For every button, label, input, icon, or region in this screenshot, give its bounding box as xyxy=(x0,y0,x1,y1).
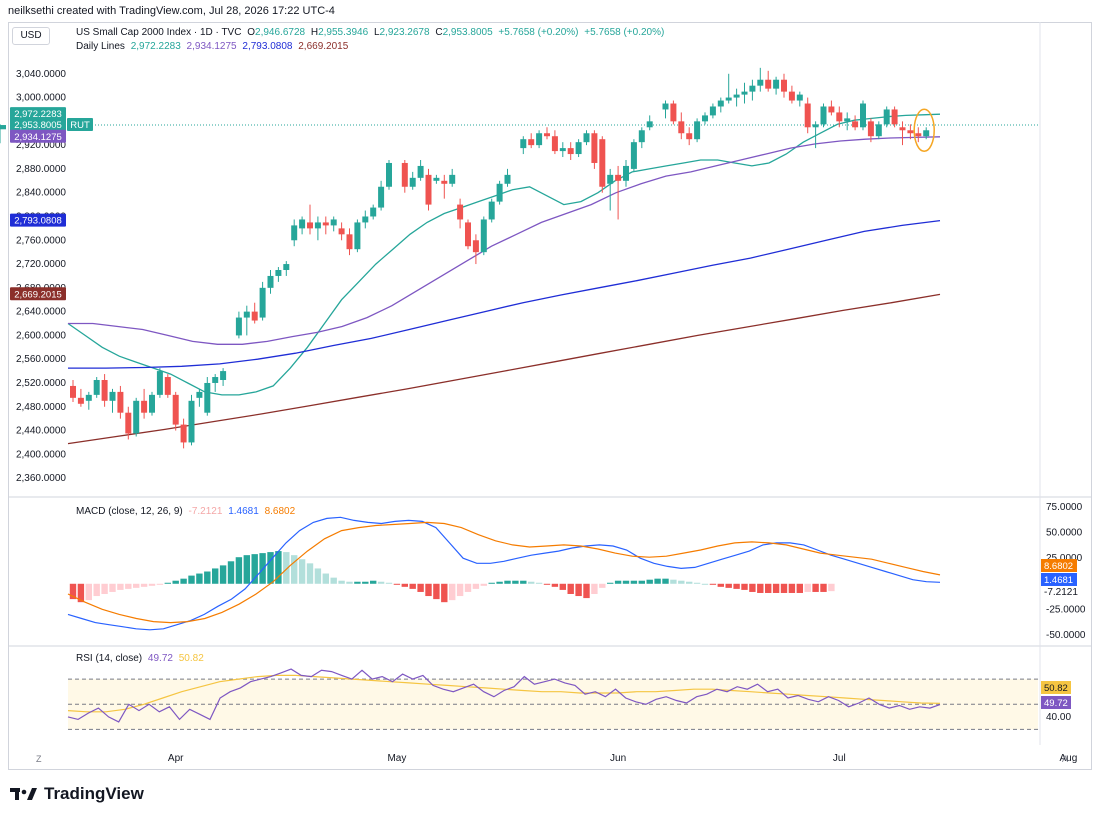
high-label: H xyxy=(310,27,319,38)
nav-left-button[interactable]: Z xyxy=(36,754,42,764)
candle xyxy=(0,125,6,130)
daily-lines-legend[interactable]: Daily Lines 2,972.2283 2,934.1275 2,793.… xyxy=(76,41,351,52)
open-value: 2,946.6728 xyxy=(255,27,306,38)
nav-right-button[interactable]: A xyxy=(1062,754,1069,764)
ma200-value: 2,669.2015 xyxy=(298,41,349,52)
change-value-2: +5.7658 (+0.20%) xyxy=(584,27,665,38)
macd-legend[interactable]: MACD (close, 12, 26, 9) -7.2121 1.4681 8… xyxy=(76,506,298,517)
tradingview-footer: TradingView xyxy=(10,784,144,804)
macd-hist-value: -7.2121 xyxy=(188,506,223,517)
change-value-1: +5.7658 (+0.20%) xyxy=(498,27,579,38)
symbol-title[interactable]: US Small Cap 2000 Index · 1D · TVC xyxy=(76,27,242,38)
low-value: 2,923.2678 xyxy=(379,27,430,38)
rsi-value: 49.72 xyxy=(147,653,173,664)
rsi-title: RSI (14, close) xyxy=(76,653,143,664)
macd-title: MACD (close, 12, 26, 9) xyxy=(76,506,183,517)
rsi-legend[interactable]: RSI (14, close) 49.72 50.82 xyxy=(76,653,207,664)
macd-line-value: 1.4681 xyxy=(228,506,259,517)
high-value: 2,955.3946 xyxy=(318,27,369,38)
macd-signal-value: 8.6802 xyxy=(264,506,296,517)
currency-button[interactable]: USD xyxy=(12,27,50,45)
attribution: neilksethi created with TradingView.com,… xyxy=(8,5,335,17)
ma20-value: 2,972.2283 xyxy=(130,41,181,52)
tradingview-logo-icon xyxy=(10,788,37,800)
close-value: 2,953.8005 xyxy=(442,27,493,38)
close-label: C xyxy=(435,27,443,38)
open-label: O xyxy=(247,27,256,38)
brand-name: TradingView xyxy=(44,784,144,803)
daily-lines-label: Daily Lines xyxy=(76,41,125,52)
symbol-legend: US Small Cap 2000 Index · 1D · TVC O2,94… xyxy=(76,27,667,38)
ma100-value: 2,793.0808 xyxy=(242,41,293,52)
rsi-ma-value: 50.82 xyxy=(178,653,204,664)
low-label: L xyxy=(373,27,380,38)
chart-frame xyxy=(8,22,1092,770)
ma50-value: 2,934.1275 xyxy=(186,41,237,52)
